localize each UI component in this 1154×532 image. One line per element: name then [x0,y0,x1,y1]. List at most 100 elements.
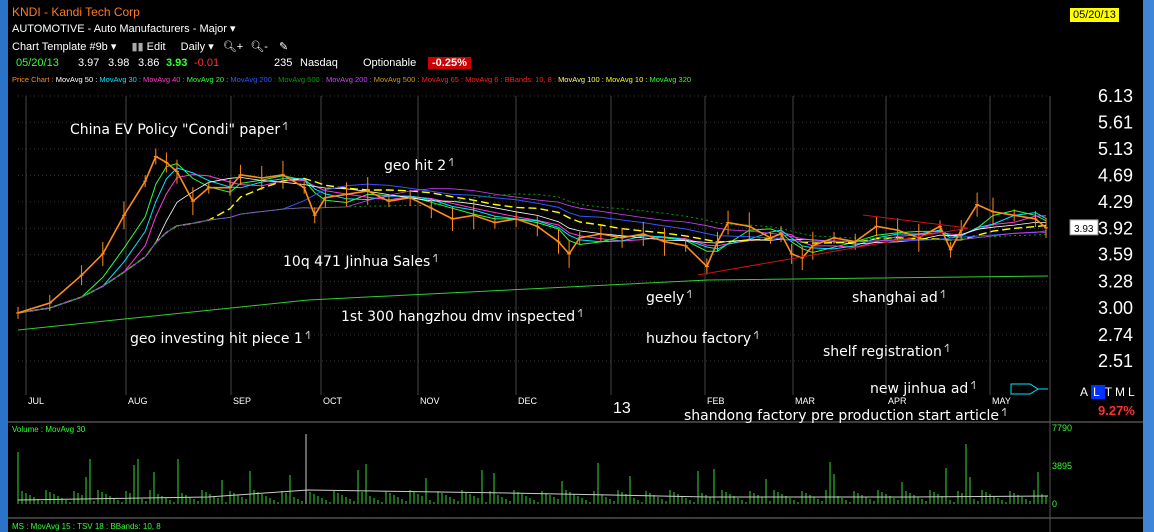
x-tick-label: MAY [992,396,1011,406]
annotation-pointer [432,253,437,262]
right-pct: 9.27% [1098,403,1135,418]
y-tick-label: 5.61 [1098,112,1133,132]
quote-high: 3.98 [108,57,130,69]
industry-selector[interactable]: AUTOMOTIVE - Auto Manufacturers - Major … [12,22,236,35]
quote-low: 3.86 [138,57,160,69]
x-tick-label: NOV [420,396,440,406]
x-tick-label: SEP [233,396,251,406]
legend-item[interactable]: MovAvg 20 : [186,75,231,84]
legend-item[interactable]: MovAvg 30 : [99,75,144,84]
x-tick-label: AUG [128,396,148,406]
ma-40-line [17,174,1047,314]
zoom-out-icon[interactable]: 🔍︎- [250,41,268,53]
x-tick-label: DEC [518,396,538,406]
legend-item[interactable]: MovAvg 200 : [230,75,279,84]
annotation-pointer [305,330,310,339]
ma-30-line [17,167,1047,314]
period-dropdown[interactable]: Daily ▾ [181,41,214,53]
quote-exchange: Nasdaq [300,57,338,69]
pencil-icon[interactable]: ✎ [278,41,289,53]
annotation: China EV Policy "Condi" paper [70,122,280,138]
period-label: Daily [180,41,206,53]
symbol-title: KNDI - Kandi Tech Corp [12,5,140,19]
price-line [17,155,1047,314]
annotation-pointer [940,289,945,298]
chart-window: KNDI - Kandi Tech Corp AUTOMOTIVE - Auto… [8,0,1143,532]
y-tick-label: 4.69 [1098,165,1133,185]
legend-item[interactable]: MovAvg 100 : [558,75,606,84]
toggle-l[interactable]: L [1128,385,1138,399]
legend-item[interactable]: MovAvg 500 : [278,75,326,84]
quote-date: 05/20/13 [16,57,59,69]
annotation-pointer [944,343,949,352]
annotation: huzhou factory [646,331,751,347]
toolbar: Chart Template #9b ▾ ▮▮ Edit Daily ▾ 🔍︎+… [12,40,288,53]
ma-500-line [17,275,1049,331]
annotation: new jinhua ad [870,381,968,397]
indicator-legend[interactable]: Price Chart : MovAvg 50 : MovAvg 30 : Mo… [12,75,691,84]
annotation: shanghai ad [852,290,938,306]
annotation: shelf registration [823,344,942,360]
annotation: 10q 471 Jinhua Sales [283,254,430,270]
panel-toggles: A L TML [1080,385,1138,399]
volume-label: Volume : MovAvg 30 [12,425,86,434]
industry-label: AUTOMOTIVE - Auto Manufacturers - Major [12,23,227,35]
x-tick-label: 13 [613,400,631,417]
annotation: geo hit 2 [384,158,446,174]
legend-item[interactable]: Price Chart : [12,75,56,84]
quote-close: 3.93 [166,57,188,69]
y-tick-label: 3.00 [1098,298,1133,318]
legend-item[interactable]: MovAvg 320 [649,75,692,84]
legend-item[interactable]: MovAvg 200 : [325,75,374,84]
quote-optionable: Optionable [363,57,417,69]
x-tick-label: MAR [795,396,816,406]
legend-item[interactable]: MovAvg 10 : [605,75,650,84]
template-dropdown[interactable]: Chart Template #9b ▾ [12,41,116,53]
annotation: 1st 300 hangzhou dmv inspected [341,309,575,325]
annotation: geo investing hit piece 1 [130,331,303,347]
toggle-a[interactable]: A [1080,385,1092,399]
chevron-down-icon: ▾ [230,23,236,35]
annotation-pointer [577,308,582,317]
quote-change: -0.01 [194,57,220,69]
quote-volume: 235 [274,57,293,69]
quote-pct-change: -0.25% [428,57,471,69]
lower-panel-label: MS : MovAvg 15 : TSV 18 : BBands: 10, 8 [12,522,161,531]
bar-chart-icon: ▮▮ [131,41,144,53]
zoom-in-icon[interactable]: 🔍︎+ [222,41,244,53]
legend-item[interactable]: BBands: 10, 8 : [504,75,559,84]
template-label: Chart Template #9b [12,41,108,53]
toggle-m[interactable]: M [1115,385,1129,399]
x-tick-label: OCT [323,396,343,406]
price-chart[interactable]: 6.13 5.61 5.13 4.69 4.29 3.92 3.59 3.28 3.00 2.74… [8,0,1143,532]
trend-line [862,214,969,229]
volume-tick-label: 3895 [1052,461,1072,471]
legend-item[interactable]: MovAvg 6 : [465,75,505,84]
quote-open: 3.97 [78,57,100,69]
scroll-arrow-icon [1010,383,1048,395]
annotation-pointer [753,330,758,339]
toggle-l[interactable]: L [1091,385,1105,399]
legend-item[interactable]: MovAvg 65 : [421,75,466,84]
ma-320-line [17,193,1047,314]
y-tick-label: 6.13 [1098,86,1133,106]
annotation: shandong factory pre production start ar… [684,408,999,424]
annotation-pointer [970,380,975,389]
y-tick-label: 3.59 [1098,245,1133,265]
x-tick-label: APR [888,396,907,406]
y-tick-label: 5.13 [1098,139,1133,159]
volume-tick-label: 0 [1052,499,1057,509]
annotation-pointer [448,157,453,166]
annotation-pointer [686,289,691,298]
toggle-t[interactable]: T [1104,385,1116,399]
edit-button[interactable]: ▮▮ Edit [131,41,165,53]
volume-tick-label: 7790 [1052,423,1072,433]
annotation-pointer [1001,407,1006,416]
last-price-label: 3.93 [1074,224,1094,235]
y-tick-label: 4.29 [1098,192,1133,212]
chevron-down-icon: ▾ [208,41,214,53]
legend-item[interactable]: MovAvg 500 : [373,75,422,84]
legend-item[interactable]: MovAvg 40 : [143,75,187,84]
x-tick-label: FEB [707,396,725,406]
legend-item[interactable]: MovAvg 50 : [55,75,100,84]
